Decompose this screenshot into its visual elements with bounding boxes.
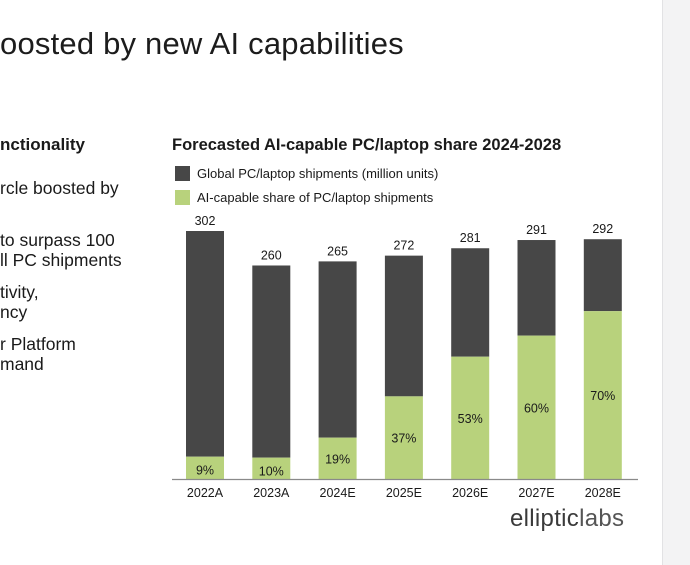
shipments-bar-2028E xyxy=(583,239,622,312)
share-label-2025E: 37% xyxy=(391,432,416,446)
x-tick-label-2027E: 2027E xyxy=(518,486,554,500)
left-heading: nctionality xyxy=(0,135,86,154)
total-label-2026E: 281 xyxy=(460,231,481,245)
share-label-2028E: 70% xyxy=(590,389,615,403)
bullet-3: tivity, ncy xyxy=(0,282,39,322)
brand-logo-part-2: labs xyxy=(579,505,625,532)
legend-swatch-shipments xyxy=(175,166,190,181)
shipments-bar-2024E xyxy=(318,261,357,438)
bullet-2: to surpass 100 ll PC shipments xyxy=(0,230,122,270)
shipments-bar-2025E xyxy=(384,255,423,397)
bullet-3-line-1: tivity, xyxy=(0,282,39,302)
bullet-4: r Platform mand xyxy=(0,334,76,374)
bullet-1-line-1: rcle boosted by xyxy=(0,178,119,198)
ai-share-bar-2024E xyxy=(318,437,357,479)
legend-label-ai-share: AI-capable share of PC/laptop shipments xyxy=(197,190,434,205)
shipments-bar-2027E xyxy=(517,240,556,336)
total-label-2028E: 292 xyxy=(592,222,613,236)
ai-share-bar-2028E xyxy=(583,311,622,479)
total-label-2025E: 272 xyxy=(393,239,414,253)
slide-title: oosted by new AI capabilities xyxy=(0,26,404,61)
legend-label-shipments: Global PC/laptop shipments (million unit… xyxy=(197,166,439,181)
share-label-2022A: 9% xyxy=(196,464,214,478)
shipments-bar-2026E xyxy=(451,248,490,357)
bullet-1: rcle boosted by xyxy=(0,178,119,198)
page-edge xyxy=(662,0,690,565)
shipments-bar-2022A xyxy=(186,231,224,457)
bullet-2-line-1: to surpass 100 xyxy=(0,230,115,250)
total-label-2023A: 260 xyxy=(261,248,282,262)
chart-title: Forecasted AI-capable PC/laptop share 20… xyxy=(172,136,562,154)
x-tick-label-2025E: 2025E xyxy=(386,486,422,500)
x-tick-label-2022A: 2022A xyxy=(187,486,224,500)
brand-logo: ellipticlabs xyxy=(510,505,624,533)
ai-share-bar-2026E xyxy=(451,356,490,479)
share-label-2024E: 19% xyxy=(325,452,350,466)
x-tick-label-2024E: 2024E xyxy=(320,486,356,500)
bullet-4-line-2: mand xyxy=(0,354,44,374)
x-tick-label-2026E: 2026E xyxy=(452,486,488,500)
bullet-2-line-2: ll PC shipments xyxy=(0,250,122,270)
x-tick-label-2023A: 2023A xyxy=(253,486,290,500)
bullet-4-line-1: r Platform xyxy=(0,334,76,354)
ai-share-bar-2025E xyxy=(384,396,423,479)
bullet-3-line-2: ncy xyxy=(0,302,28,322)
legend-swatch-ai-share xyxy=(175,190,190,205)
total-label-2022A: 302 xyxy=(195,214,216,228)
brand-logo-part-1: elliptic xyxy=(510,505,580,532)
ai-share-bar-2022A xyxy=(186,456,224,479)
ai-share-bar-2023A xyxy=(252,457,291,479)
share-label-2026E: 53% xyxy=(458,412,483,426)
share-label-2027E: 60% xyxy=(524,401,549,415)
total-label-2024E: 265 xyxy=(327,244,348,258)
total-label-2027E: 291 xyxy=(526,223,547,237)
share-label-2023A: 10% xyxy=(259,465,284,479)
x-tick-label-2028E: 2028E xyxy=(585,486,621,500)
ai-share-bar-2027E xyxy=(517,335,556,479)
shipments-bar-2023A xyxy=(252,265,291,458)
